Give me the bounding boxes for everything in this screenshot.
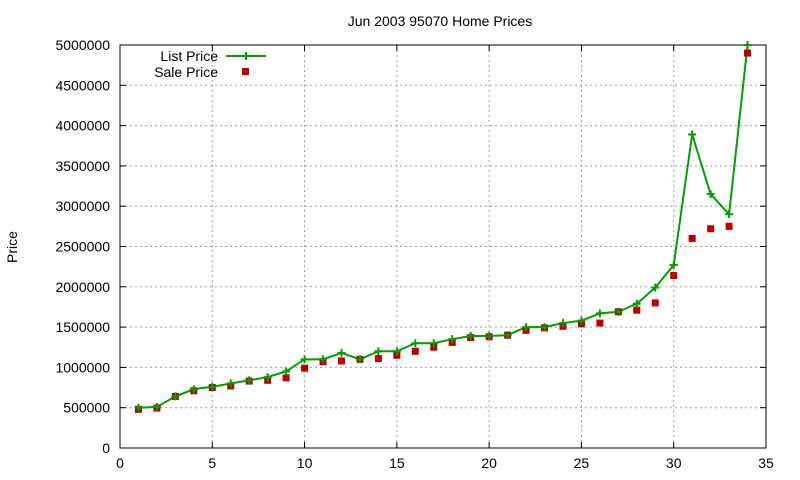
legend-marker-sale-price xyxy=(242,68,249,75)
data-point-list-price xyxy=(134,403,143,412)
x-tick-label: 5 xyxy=(208,455,216,471)
data-point-list-price xyxy=(226,379,235,388)
x-tick-label: 10 xyxy=(297,455,313,471)
data-point-list-price xyxy=(743,41,752,49)
axis-ticks xyxy=(119,44,767,449)
legend: List Price Sale Price xyxy=(154,48,266,80)
data-point-list-price xyxy=(429,339,438,348)
data-point-sale-price xyxy=(393,351,401,359)
y-tick-label: 1500000 xyxy=(55,319,110,335)
x-tick-label: 25 xyxy=(574,455,590,471)
y-tick-label: 4000000 xyxy=(55,118,110,134)
data-point-sale-price xyxy=(411,347,419,355)
data-point-list-price xyxy=(392,347,401,356)
y-tick-label: 3500000 xyxy=(55,158,110,174)
data-point-list-price xyxy=(319,355,328,364)
data-point-list-price xyxy=(558,319,567,328)
x-tick-label: 20 xyxy=(481,455,497,471)
data-point-sale-price xyxy=(688,234,696,242)
grid xyxy=(120,45,766,448)
x-tick-label: 15 xyxy=(389,455,405,471)
data-point-sale-price xyxy=(633,306,641,314)
data-point-sale-price xyxy=(670,272,678,280)
data-point-list-price xyxy=(595,309,604,318)
data-point-list-price xyxy=(632,299,641,308)
data-point-list-price xyxy=(466,331,475,340)
data-point-list-price xyxy=(245,376,254,385)
data-point-list-price xyxy=(522,323,531,332)
series-layer xyxy=(134,41,752,413)
data-point-list-price xyxy=(503,331,512,340)
data-point-list-price xyxy=(411,339,420,348)
data-point-list-price xyxy=(688,130,697,139)
y-tick-label: 0 xyxy=(102,440,110,456)
y-tick-label: 4500000 xyxy=(55,77,110,93)
legend-label-list-price: List Price xyxy=(160,48,218,64)
y-tick-label: 500000 xyxy=(63,400,110,416)
data-point-list-price xyxy=(706,190,715,199)
data-point-list-price xyxy=(725,210,734,219)
y-tick-label: 5000000 xyxy=(55,37,110,53)
y-tick-label: 1000000 xyxy=(55,359,110,375)
legend-marker-list-price xyxy=(242,52,250,60)
data-point-sale-price xyxy=(596,319,604,327)
data-point-sale-price xyxy=(651,299,659,307)
data-point-list-price xyxy=(171,392,180,401)
legend-plus-glyph xyxy=(242,52,250,60)
data-point-list-price xyxy=(448,335,457,344)
y-tick-label: 3000000 xyxy=(55,198,110,214)
data-point-list-price xyxy=(651,283,660,292)
data-point-list-price xyxy=(355,355,364,364)
data-point-list-price xyxy=(208,382,217,391)
y-tick-label: 2500000 xyxy=(55,239,110,255)
data-point-list-price xyxy=(374,347,383,356)
data-point-list-price xyxy=(189,385,198,394)
data-point-sale-price xyxy=(725,222,733,230)
data-point-sale-price xyxy=(282,374,290,382)
data-point-sale-price xyxy=(707,225,715,233)
x-tick-label: 0 xyxy=(116,455,124,471)
data-point-list-price xyxy=(263,373,272,382)
data-point-sale-price xyxy=(430,343,438,351)
data-point-list-price xyxy=(669,261,678,270)
x-tick-label: 30 xyxy=(666,455,682,471)
data-point-sale-price xyxy=(337,357,345,365)
data-point-sale-price xyxy=(301,364,309,372)
data-point-list-price xyxy=(152,402,161,411)
chart-title: Jun 2003 95070 Home Prices xyxy=(348,13,532,29)
data-point-list-price xyxy=(337,348,346,357)
x-tick-label: 35 xyxy=(758,455,774,471)
tick-labels: 0 5 10 15 20 25 30 35 0 500000 1000000 1500000 20000… xyxy=(55,37,774,471)
data-point-list-price xyxy=(540,323,549,332)
data-point-list-price xyxy=(577,316,586,325)
data-point-list-price xyxy=(614,307,623,316)
data-point-list-price xyxy=(282,367,291,376)
y-tick-label: 2000000 xyxy=(55,279,110,295)
data-point-list-price xyxy=(300,355,309,364)
legend-label-sale-price: Sale Price xyxy=(154,64,218,80)
y-axis-label: Price xyxy=(4,231,20,263)
data-point-sale-price xyxy=(744,49,752,57)
data-point-list-price xyxy=(485,331,494,340)
data-point-sale-price xyxy=(374,355,382,363)
series-line-list-price xyxy=(138,44,749,409)
